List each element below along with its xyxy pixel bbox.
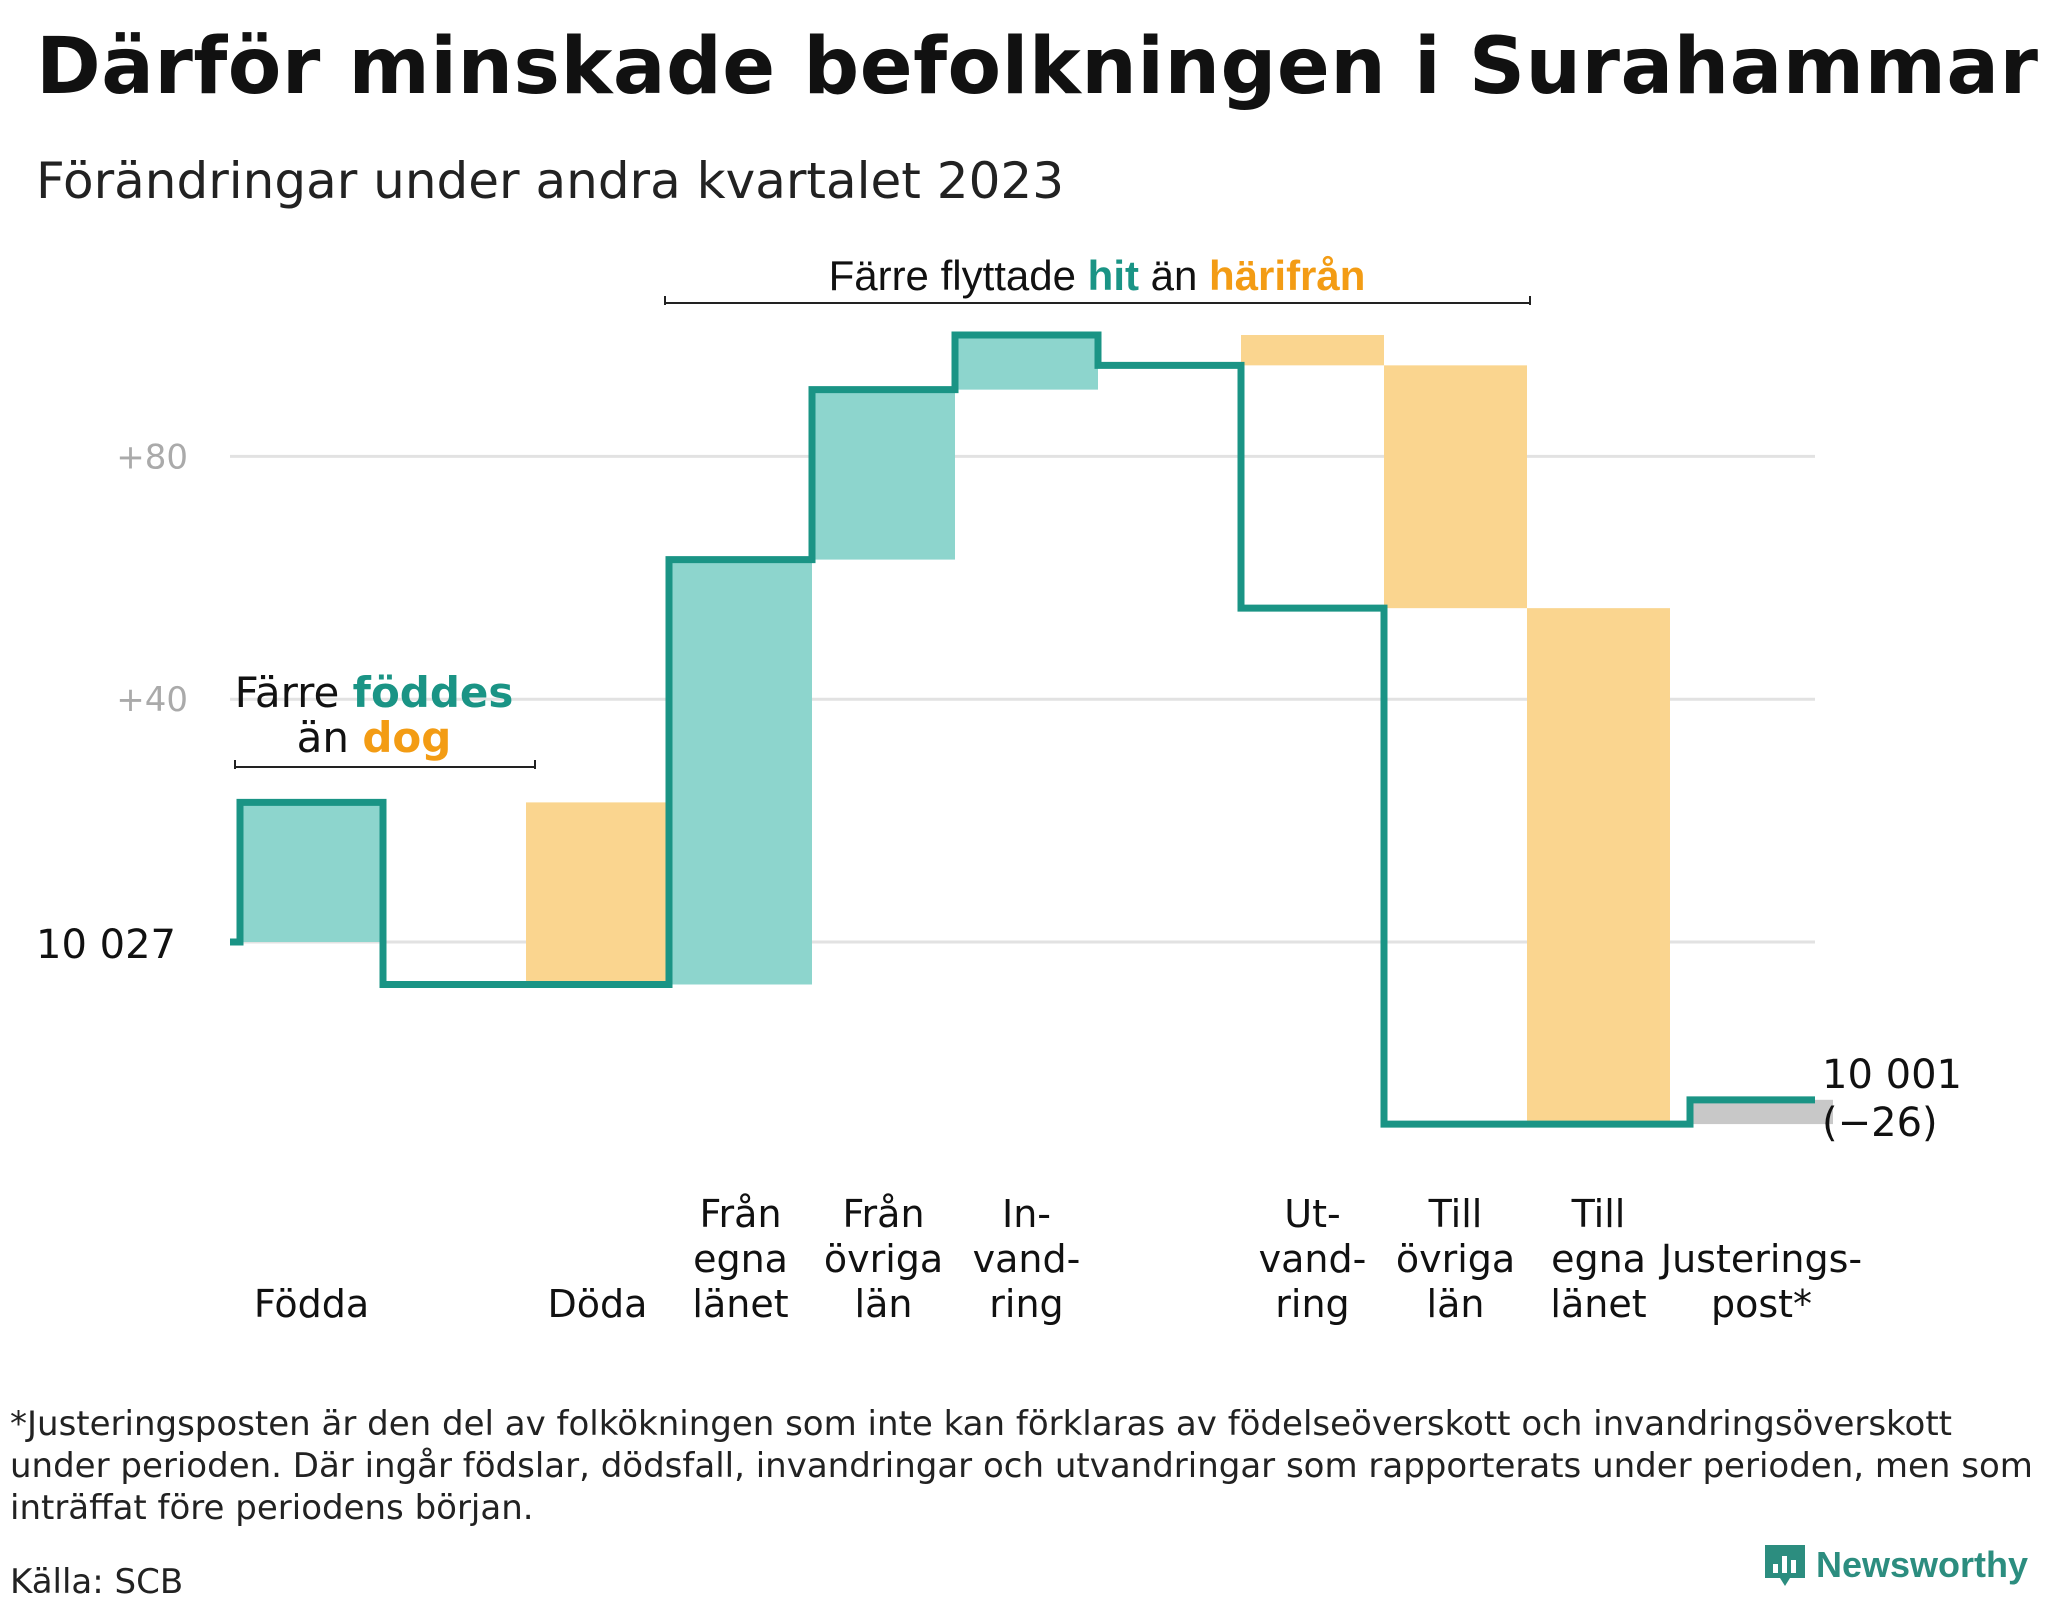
category-label: övriga	[1396, 1237, 1515, 1281]
category-label: län	[1427, 1282, 1485, 1326]
category-label: länet	[692, 1282, 788, 1326]
waterfall-bar	[240, 802, 383, 942]
category-label: vand-	[1259, 1237, 1367, 1281]
waterfall-bar	[669, 559, 812, 985]
newsworthy-icon	[1764, 1545, 1805, 1586]
category-label: Från	[842, 1192, 924, 1236]
category-label: ring	[989, 1282, 1063, 1326]
waterfall-bar	[526, 802, 669, 985]
moves-annotation-part: än	[1139, 252, 1209, 299]
moves-annotation-part: hit	[1088, 252, 1139, 299]
category-label: Från	[699, 1192, 781, 1236]
moves-annotation-part: Färre flyttade	[829, 252, 1088, 299]
births-annotation-part: Färre	[235, 668, 353, 717]
footnote: *Justeringsposten är den del av folkökni…	[10, 1404, 2033, 1528]
newsworthy-logo: Newsworthy	[1762, 1542, 2028, 1588]
chart-subtitle: Förändringar under andra kvartalet 2023	[36, 152, 1065, 210]
waterfall-bar	[1384, 365, 1527, 609]
category-label: Födda	[254, 1282, 369, 1326]
start-value-label: 10 027	[36, 922, 176, 968]
births-annotation: Färre föddes	[235, 668, 514, 717]
waterfall-bar	[1527, 608, 1670, 1125]
y-tick-label: +80	[116, 437, 188, 477]
births-annotation-part: än	[297, 713, 363, 762]
births-annotation-part: föddes	[353, 668, 514, 717]
category-label: In-	[1002, 1192, 1051, 1236]
category-label: post*	[1711, 1282, 1812, 1326]
category-label: länet	[1550, 1282, 1646, 1326]
category-label: län	[855, 1282, 913, 1326]
moves-annotation-part: härifrån	[1209, 252, 1365, 299]
waterfall-bar	[812, 389, 955, 560]
category-label: egna	[1551, 1237, 1646, 1281]
waterfall-bar	[955, 335, 1098, 390]
category-label: Döda	[548, 1282, 648, 1326]
source-label: Källa: SCB	[10, 1562, 184, 1602]
end-value-label: 10 001	[1822, 1052, 1962, 1098]
births-annotation-part: dog	[362, 713, 451, 762]
category-label: Justerings-	[1659, 1237, 1862, 1281]
category-label: vand-	[973, 1237, 1081, 1281]
category-label: övriga	[824, 1237, 943, 1281]
category-label: Ut-	[1284, 1192, 1340, 1236]
category-label: Till	[1428, 1192, 1483, 1236]
population-step-line	[230, 331, 1815, 1128]
moves-annotation: Färre flyttade hit än härifrån	[829, 252, 1366, 299]
change-label: (−26)	[1822, 1100, 1938, 1146]
y-tick-label: +40	[116, 680, 188, 720]
births-annotation: än dog	[297, 713, 452, 762]
category-label: Till	[1571, 1192, 1626, 1236]
category-label: egna	[693, 1237, 788, 1281]
category-label: ring	[1275, 1282, 1349, 1326]
brand-name: Newsworthy	[1815, 1544, 2028, 1585]
waterfall-bar	[1241, 335, 1384, 366]
chart-title: Därför minskade befolkningen i Surahamma…	[36, 22, 2039, 112]
waterfall-bar	[1690, 1099, 1833, 1125]
